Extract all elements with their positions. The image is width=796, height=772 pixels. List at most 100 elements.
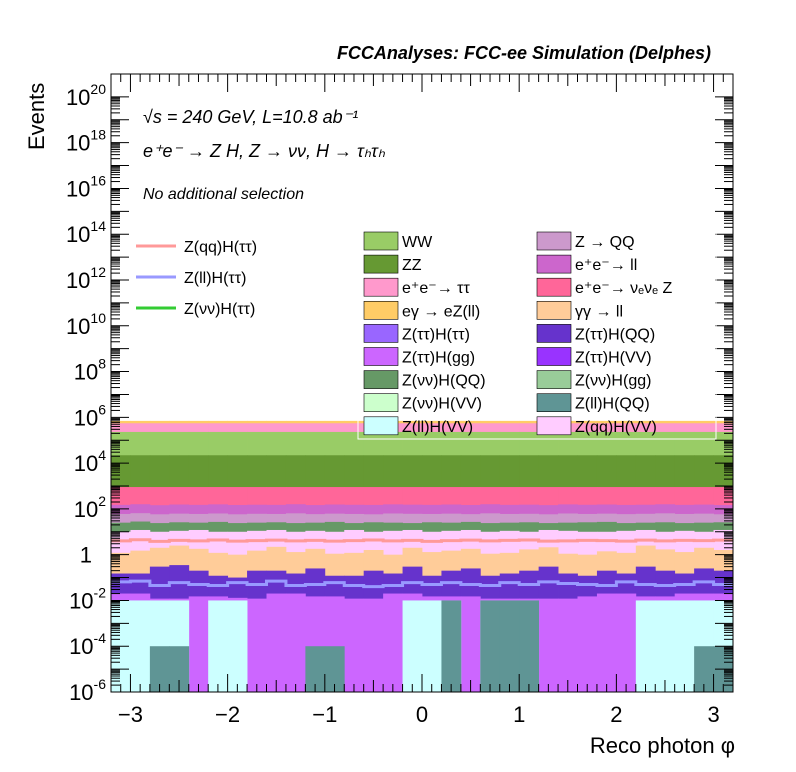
y-tick-label: 1016 — [66, 172, 106, 201]
x-tick-labels: −3 −2 −1 0 1 2 3 — [118, 702, 720, 727]
legend-box-swatch — [363, 347, 399, 366]
bar-Z(ττ)H(gg)-24 — [577, 596, 598, 692]
x-tick-label: 1 — [513, 702, 525, 727]
legend-line-label: Z(qq)H(ττ) — [184, 239, 257, 256]
y-tick-label: 10-4 — [69, 630, 106, 659]
bar-Z(ττ)H(gg)-23 — [558, 598, 578, 692]
bar-Z(ττ)H(gg)-12 — [344, 598, 365, 692]
bar-Z(ll)H(VV)-1 — [130, 600, 151, 692]
legend-box-label: eγ → eZ(ll) — [402, 303, 480, 320]
x-tick-label: −2 — [215, 702, 240, 727]
stacked-bars — [111, 420, 734, 692]
bar-Z(ττ)H(gg)-8 — [266, 593, 287, 692]
legend-box-label: Z(qq)H(VV) — [575, 419, 657, 436]
bar-Z(ll)H(QQ)-20 — [499, 600, 520, 692]
bar-Z(ll)H(VV)-6 — [227, 600, 248, 692]
legend-box-swatch — [536, 231, 572, 251]
bar-Z(ττ)H(gg)-18 — [460, 596, 481, 692]
bar-Z(ll)H(QQ)-2 — [149, 646, 170, 692]
legend-box-swatch — [363, 324, 399, 343]
legend-box-label: e⁺e⁻→ νₑνₑ Z — [575, 280, 672, 297]
x-tick-label: −1 — [312, 702, 337, 727]
bar-Z(ττ)H(gg)-9 — [285, 593, 306, 692]
legend-frame — [357, 228, 717, 440]
legend-box-label: Z(νν)H(VV) — [402, 396, 482, 413]
bar-Z(ττ)H(gg)-7 — [247, 598, 267, 692]
bar-Z(ll)H(QQ)-17 — [441, 600, 462, 692]
y-tick-label: 108 — [74, 356, 106, 385]
bar-Z(ll)H(VV)-16 — [422, 600, 442, 692]
stack-Z(ll)H(QQ) — [149, 600, 734, 692]
signal-lines — [111, 538, 733, 589]
legend-box-label: ZZ — [402, 257, 422, 274]
y-tick-label: 1014 — [66, 218, 106, 247]
line-Z(ll)H(ττ) — [111, 579, 733, 589]
legend-box-label: Z → QQ — [575, 234, 635, 251]
legend-box-swatch — [363, 231, 399, 251]
bar-Z(ll)H(QQ)-30 — [694, 646, 714, 692]
energy-annotation: √s = 240 GeV, L=10.8 ab⁻¹ — [143, 107, 358, 127]
bar-Z(ll)H(QQ)-10 — [305, 646, 326, 692]
legend-box-swatch — [536, 393, 572, 413]
process-annotation: e⁺e⁻ → Z H, Z → νν, H → τₕτₕ — [143, 141, 386, 161]
legend-box-label: Z(ττ)H(gg) — [402, 350, 475, 367]
legend-box-label: Z(ll)H(QQ) — [575, 396, 650, 413]
bar-Z(ll)H(QQ)-3 — [169, 646, 190, 692]
y-tick-label: 104 — [74, 447, 106, 476]
bar-Z(ll)H(QQ)-19 — [480, 600, 501, 692]
bar-Z(ll)H(VV)-27 — [635, 600, 656, 692]
legend-box-label: Z(ττ)H(QQ) — [575, 326, 655, 343]
x-tick-label: 2 — [610, 702, 622, 727]
legend-box-label: e⁺e⁻→ ττ — [402, 280, 470, 297]
bar-Z(ττ)H(gg)-25 — [596, 593, 617, 692]
legend-box-swatch — [363, 370, 399, 389]
legend-box-swatch — [536, 416, 572, 436]
bar-Z(ll)H(VV)-29 — [674, 600, 695, 692]
x-tick-label: 0 — [416, 702, 428, 727]
bar-Z(ττ)H(gg)-22 — [538, 598, 559, 692]
legend-box-label: γγ → ll — [575, 303, 623, 320]
legend-box-swatch — [536, 254, 572, 274]
y-tick-label: 1020 — [66, 81, 106, 110]
chart-title: FCCAnalyses: FCC-ee Simulation (Delphes) — [337, 43, 711, 63]
y-tick-labels: 10-6 10-4 10-2 1 102 104 106 108 1010 1012 1014 101… — [66, 81, 106, 705]
legend-box-label: Z(νν)H(QQ) — [402, 373, 486, 390]
bar-Z(ll)H(QQ)-21 — [519, 600, 540, 692]
bar-Z(ττ)H(gg)-13 — [363, 598, 384, 692]
legend-box-label: e⁺e⁻→ ll — [575, 257, 637, 274]
legend-line-label: Z(νν)H(ττ) — [184, 301, 255, 318]
y-tick-label: 1018 — [66, 127, 106, 156]
y-tick-label: 1012 — [66, 264, 106, 293]
bar-Z(ll)H(VV)-28 — [655, 600, 676, 692]
legend-box-label: WW — [402, 234, 433, 251]
bar-Z(ττ)H(gg)-26 — [616, 593, 637, 692]
selection-annotation: No additional selection — [143, 186, 304, 203]
y-tick-label: 1 — [80, 543, 92, 568]
bar-Z(ll)H(QQ)-11 — [324, 646, 345, 692]
y-tick-label: 102 — [74, 493, 106, 522]
y-tick-label: 106 — [74, 401, 106, 430]
legend-box-label: Z(ττ)H(VV) — [575, 350, 652, 367]
legend-box-swatch — [536, 324, 572, 343]
legend-box-swatch — [363, 277, 399, 297]
bar-Z(ττ)H(gg)-14 — [383, 593, 403, 692]
legend-line-label: Z(ll)H(ττ) — [184, 270, 246, 287]
legend-box-swatch — [363, 393, 399, 413]
legend-box-swatch — [536, 347, 572, 366]
x-tick-label: 3 — [707, 702, 719, 727]
legend-box-label: Z(νν)H(gg) — [575, 373, 651, 390]
y-axis-label: Events — [24, 83, 49, 150]
legend-box-swatch — [536, 370, 572, 389]
legend-box-label: Z(ll)H(VV) — [402, 419, 473, 436]
legend-box-swatch — [536, 300, 572, 320]
legend-box-swatch — [363, 416, 399, 436]
legend-box-swatch — [363, 254, 399, 274]
legend: Z(qq)H(ττ) Z(ll)H(ττ) Z(νν)H(ττ) WW ZZ e⁺e⁻→ … — [136, 228, 717, 440]
axis-ticks — [110, 74, 734, 693]
bar-Z(ττ)H(gg)-4 — [188, 596, 209, 692]
y-tick-label: 10-6 — [69, 676, 106, 705]
bar-Z(ll)H(VV)-5 — [208, 600, 229, 692]
y-tick-label: 10-2 — [69, 584, 106, 613]
legend-box-label: Z(ττ)H(ττ) — [402, 326, 470, 343]
